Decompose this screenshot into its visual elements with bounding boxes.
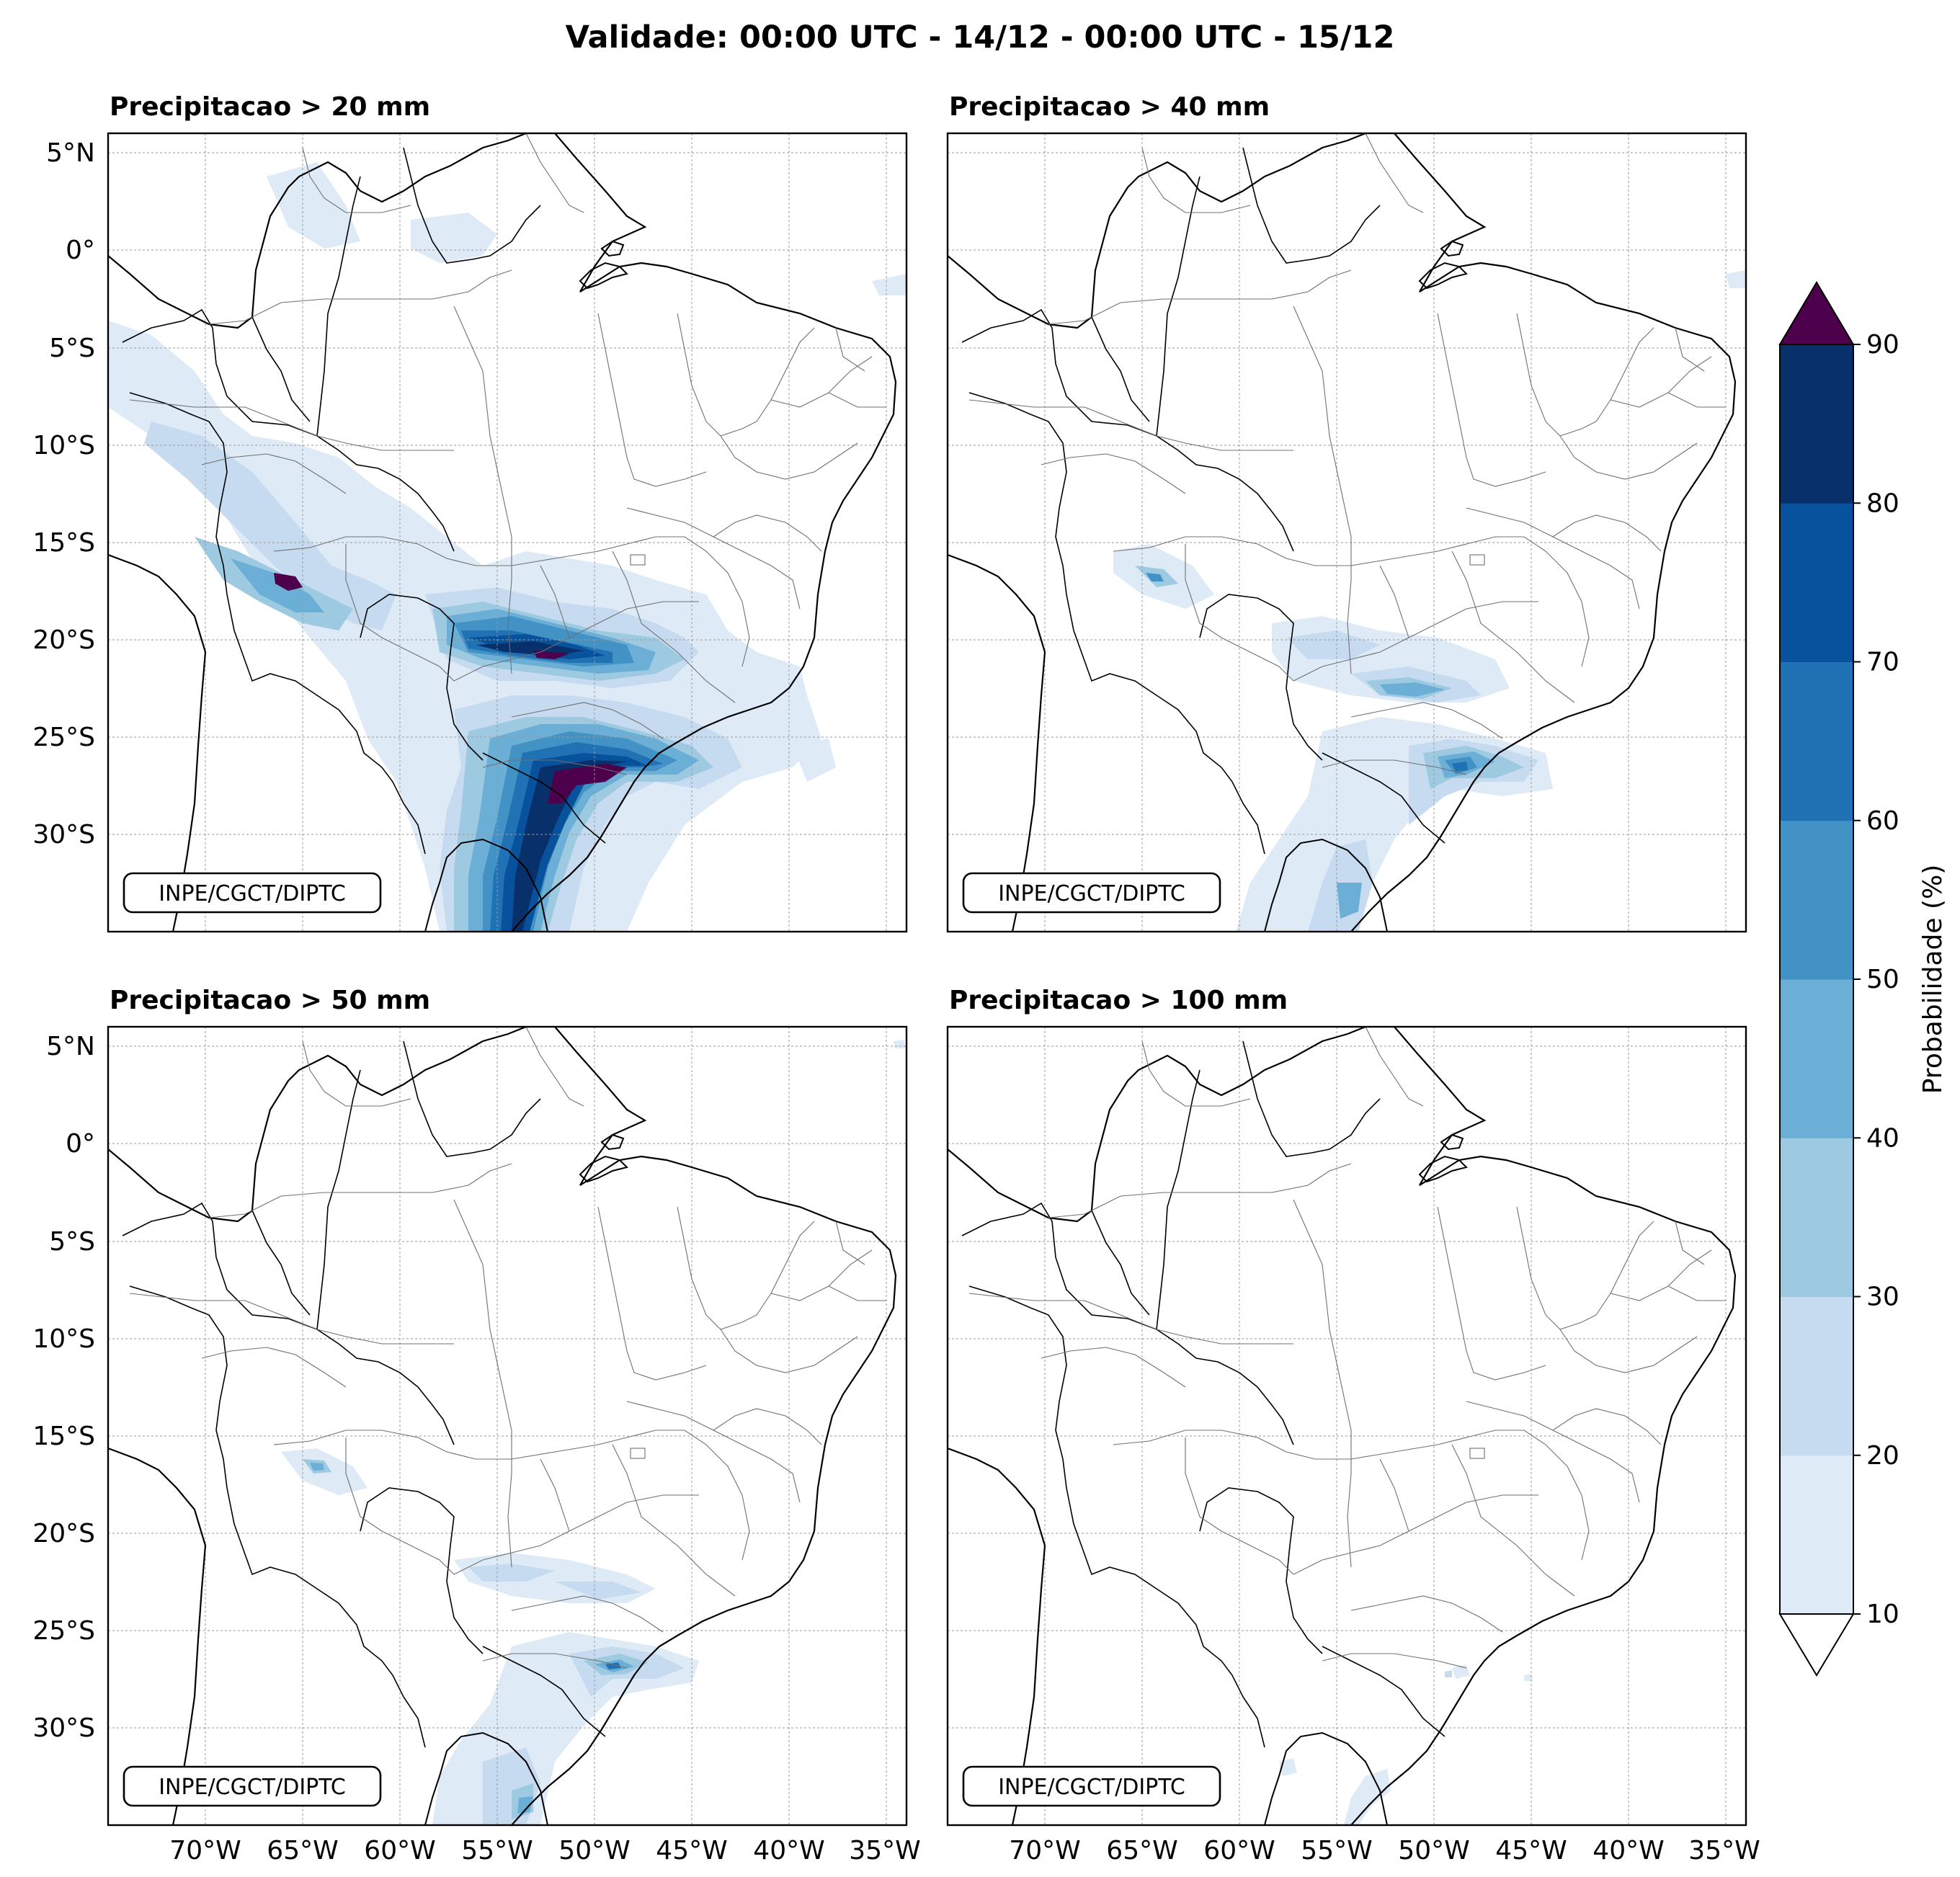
colorbar-tick-label: 30 [1866, 1283, 1899, 1312]
latitude-axis-bottom: 5°N 0° 5°S 10°S 15°S 20°S 25°S 30°S [32, 1032, 95, 1743]
probability-field [108, 162, 906, 932]
longitude-axis-right: 70°W 65°W 60°W 55°W 50°W 45°W 40°W 35°W [1009, 1836, 1760, 1865]
credit-label: INPE/CGCT/DIPTC [159, 881, 346, 906]
lat-tick: 30°S [32, 820, 95, 850]
lat-tick: 25°S [32, 723, 95, 752]
map-frame [946, 1025, 1747, 1827]
lon-tick: 60°W [364, 1836, 435, 1865]
credit-label: INPE/CGCT/DIPTC [159, 1775, 346, 1800]
colorbar-tick-label: 50 [1866, 965, 1899, 994]
lat-tick: 0° [66, 236, 95, 265]
colorbar-segment [1780, 820, 1853, 980]
lon-tick: 70°W [169, 1836, 241, 1865]
lon-tick: 40°W [1592, 1836, 1664, 1865]
figure-title: Validade: 00:00 UTC - 14/12 - 00:00 UTC … [566, 19, 1395, 55]
lat-tick: 5°S [49, 334, 95, 363]
colorbar-tick-label: 60 [1866, 806, 1899, 836]
colorbar-tick-label: 90 [1866, 330, 1899, 360]
latitude-axis-top: 5°N 0° 5°S 10°S 15°S 20°S 25°S 30°S [32, 138, 95, 850]
probability-field [281, 1040, 905, 1825]
lon-tick: 65°W [267, 1836, 338, 1865]
lat-tick: 30°S [32, 1713, 95, 1743]
credit-box [962, 872, 1221, 914]
colorbar-tick-label: 40 [1866, 1123, 1899, 1153]
colorbar-tick-label: 70 [1866, 648, 1899, 677]
lon-tick: 50°W [1398, 1836, 1469, 1865]
panel-title: Precipitacao > 100 mm [949, 986, 1288, 1015]
lat-tick: 10°S [32, 1324, 95, 1354]
credit-label: INPE/CGCT/DIPTC [998, 881, 1185, 906]
colorbar-segment [1780, 979, 1853, 1138]
credit-box [962, 1765, 1221, 1807]
probability-field [1113, 270, 1746, 932]
colorbar-segment [1780, 344, 1853, 504]
colorbar-ticks: 10 20 30 40 50 60 70 80 90 [1853, 330, 1899, 1629]
lon-tick: 40°W [753, 1836, 824, 1865]
panel-title: Precipitacao > 40 mm [949, 92, 1270, 122]
lat-tick: 25°S [32, 1616, 95, 1646]
panel-20mm: Precipitacao > 20 mm [107, 92, 908, 933]
lon-tick: 60°W [1203, 1836, 1275, 1865]
lat-tick: 5°N [46, 1032, 95, 1061]
lat-tick: 0° [66, 1129, 95, 1159]
map-frame [107, 1025, 908, 1827]
colorbar-segment [1780, 1138, 1853, 1297]
lon-tick: 45°W [1495, 1836, 1567, 1865]
lon-tick: 35°W [1688, 1836, 1760, 1865]
longitude-axis-left: 70°W 65°W 60°W 55°W 50°W 45°W 40°W 35°W [169, 1836, 920, 1865]
lon-tick: 70°W [1009, 1836, 1080, 1865]
lon-tick: 65°W [1106, 1836, 1177, 1865]
colorbar-over-arrow [1778, 281, 1855, 345]
panel-50mm: Precipitacao > 50 mm [107, 986, 908, 1827]
lat-tick: 15°S [32, 1422, 95, 1451]
colorbar: 10 20 30 40 50 60 70 80 90 Probabilidade (%) [1778, 281, 1948, 1677]
lon-tick: 50°W [558, 1836, 630, 1865]
panel-100mm: Precipitacao > 100 mm INPE/CGCT/DIPTC [946, 986, 1747, 1827]
lon-tick: 35°W [849, 1836, 920, 1865]
colorbar-label: Probabilidade (%) [1918, 865, 1948, 1094]
lat-tick: 15°S [32, 528, 95, 558]
map-frame [946, 132, 1747, 933]
colorbar-tick-label: 10 [1866, 1600, 1899, 1629]
lon-tick: 55°W [1301, 1836, 1372, 1865]
credit-box [122, 872, 382, 914]
panel-40mm: Precipitacao > 40 mm [946, 92, 1747, 933]
colorbar-segment [1780, 661, 1853, 821]
colorbar-segment [1780, 503, 1853, 662]
colorbar-tick-label: 20 [1866, 1441, 1899, 1471]
credit-label: INPE/CGCT/DIPTC [998, 1775, 1185, 1800]
panel-title: Precipitacao > 50 mm [110, 986, 430, 1015]
lat-tick: 20°S [32, 625, 95, 655]
lat-tick: 5°N [46, 138, 95, 168]
lat-tick: 5°S [49, 1227, 95, 1257]
panel-title: Precipitacao > 20 mm [110, 92, 430, 122]
lon-tick: 55°W [461, 1836, 533, 1865]
map-frame [107, 132, 908, 933]
colorbar-segment [1780, 1296, 1853, 1456]
credit-box [122, 1765, 382, 1807]
probability-field [1279, 1664, 1533, 1825]
lat-tick: 20°S [32, 1519, 95, 1548]
lon-tick: 45°W [656, 1836, 727, 1865]
colorbar-tick-label: 80 [1866, 489, 1899, 518]
colorbar-under-arrow [1778, 1613, 1855, 1677]
colorbar-segment [1780, 1455, 1853, 1615]
lat-tick: 10°S [32, 431, 95, 460]
colorbar-segments [1780, 344, 1853, 1615]
